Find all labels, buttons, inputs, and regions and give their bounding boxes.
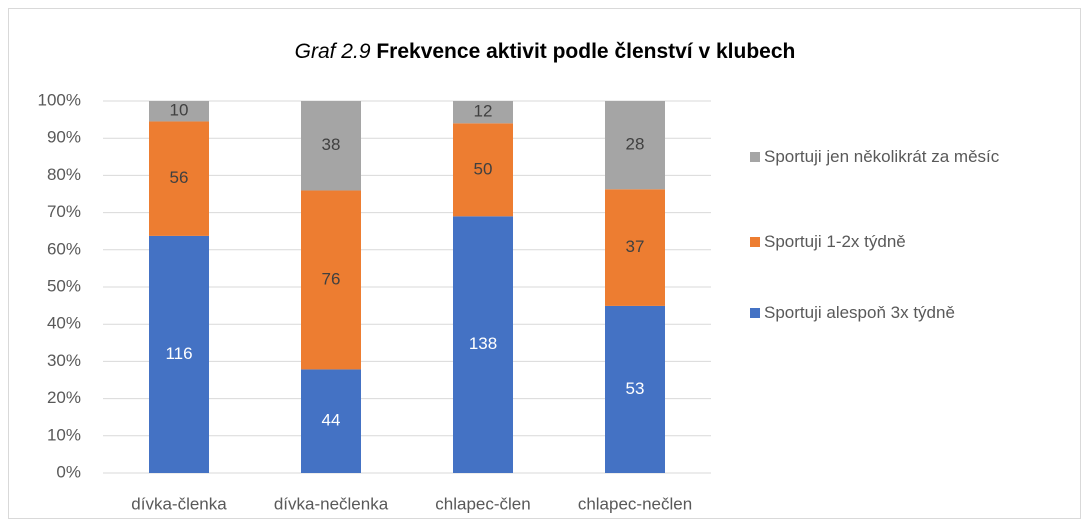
bar-segment [605, 101, 665, 190]
data-label: 10 [170, 101, 189, 120]
data-label: 44 [322, 411, 341, 430]
y-tick-label: 50% [47, 276, 81, 295]
title-text: Frekvence aktivit podle členství v klube… [376, 40, 795, 63]
y-tick-label: 70% [47, 202, 81, 221]
x-tick-label: dívka-členka [131, 494, 227, 513]
chart-title: Graf 2.9 Frekvence aktivit podle členstv… [295, 40, 796, 63]
data-label: 28 [626, 135, 645, 154]
data-label: 53 [626, 379, 645, 398]
data-label: 138 [469, 334, 497, 353]
bar-segment [605, 189, 665, 306]
data-label: 37 [626, 237, 645, 256]
y-tick-label: 60% [47, 239, 81, 258]
bar-segment [453, 216, 513, 473]
legend-item: Sportuji jen několikrát za měsíc [750, 139, 1070, 175]
x-tick-label: chlapec-nečlen [578, 494, 692, 513]
bar-segment [301, 101, 361, 191]
x-tick-label: dívka-nečlenka [274, 494, 389, 513]
legend-label: Sportuji 1-2x týdně [764, 232, 906, 251]
bar-segment [149, 235, 209, 473]
data-label: 12 [474, 102, 493, 121]
bar-segment [605, 305, 665, 473]
legend-label: Sportuji alespoň 3x týdně [764, 303, 955, 322]
y-tick-label: 40% [47, 314, 81, 333]
y-tick-label: 80% [47, 165, 81, 184]
data-label: 50 [474, 159, 493, 178]
bar-segment [149, 101, 209, 122]
bar-segment [301, 369, 361, 473]
bar-segment [149, 121, 209, 236]
legend-item: Sportuji 1-2x týdně [750, 224, 1050, 260]
legend-label: Sportuji jen několikrát za měsíc [764, 147, 1000, 166]
data-label: 116 [165, 344, 192, 363]
legend-item: Sportuji alespoň 3x týdně [750, 295, 1050, 331]
bar-segment [453, 101, 513, 124]
y-tick-label: 20% [47, 388, 81, 407]
data-label: 56 [170, 168, 189, 187]
bar-segment [453, 123, 513, 217]
data-label: 76 [322, 269, 341, 288]
y-tick-label: 0% [56, 462, 81, 481]
y-tick-label: 90% [47, 128, 81, 147]
y-tick-label: 30% [47, 351, 81, 370]
legend-swatch [750, 237, 760, 247]
data-label: 38 [322, 135, 341, 154]
y-tick-label: 100% [38, 90, 81, 109]
y-tick-label: 10% [47, 425, 81, 444]
x-tick-label: chlapec-člen [435, 494, 530, 513]
title-prefix: Graf 2.9 [295, 40, 371, 63]
legend-swatch [750, 152, 760, 162]
bar-segment [301, 190, 361, 370]
legend-swatch [750, 308, 760, 318]
